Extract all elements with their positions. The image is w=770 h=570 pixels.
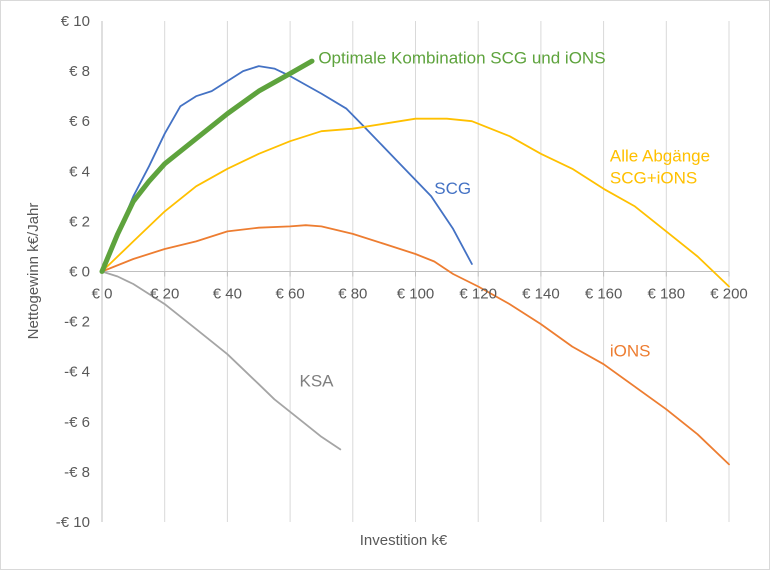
- series-line-scg: [101, 65, 473, 273]
- x-tick-label: € 80: [338, 286, 367, 303]
- x-tick-label: € 120: [459, 286, 497, 303]
- y-tick-label: € 0: [69, 264, 90, 281]
- y-tick-label: -€ 6: [64, 414, 90, 431]
- series-line-alle-abg-nge-scg-ions: [101, 117, 730, 288]
- x-tick-label: € 0: [92, 286, 113, 303]
- x-tick-label: € 100: [397, 286, 435, 303]
- x-tick-label: € 140: [522, 286, 560, 303]
- x-tick-label: € 20: [150, 286, 179, 303]
- annotation-label: SCG+iONS: [610, 168, 697, 187]
- annotation-label: Optimale Kombination SCG und iONS: [318, 49, 605, 68]
- tick-labels: € 0 € 20 € 40 € 60 € 80 € 100 € 120 € 140 € 160 €…: [56, 13, 748, 531]
- x-tick-label: € 40: [213, 286, 242, 303]
- y-tick-label: -€ 8: [64, 464, 90, 481]
- series-layer: [99, 58, 730, 466]
- y-tick-label: -€ 10: [56, 514, 90, 531]
- x-tick-label: € 180: [648, 286, 686, 303]
- y-tick-label: € 4: [69, 163, 90, 180]
- annotations: Optimale Kombination SCG und iONS SCG Alle…: [300, 49, 711, 391]
- y-tick-label: € 8: [69, 63, 90, 80]
- series-line-ions: [101, 224, 730, 466]
- y-tick-label: € 2: [69, 213, 90, 230]
- annotation-label: iONS: [610, 342, 651, 361]
- y-tick-label: € 10: [61, 13, 90, 30]
- x-axis-title: Investition k€: [360, 532, 448, 549]
- y-tick-label: € 6: [69, 113, 90, 130]
- grid: [101, 21, 730, 522]
- x-tick-label: € 200: [710, 286, 748, 303]
- series-line-optimale-kombination-scg-und-ions: [99, 58, 315, 274]
- y-axis-title: Nettogewinn k€/Jahr: [25, 203, 42, 340]
- y-tick-label: -€ 4: [64, 364, 90, 381]
- series-line-ksa: [101, 270, 342, 451]
- annotation-label: Alle Abgänge: [610, 146, 710, 165]
- y-tick-label: -€ 2: [64, 314, 90, 331]
- annotation-label: KSA: [300, 372, 335, 391]
- annotation-label: SCG: [434, 179, 471, 198]
- x-tick-label: € 60: [275, 286, 304, 303]
- x-tick-label: € 160: [585, 286, 623, 303]
